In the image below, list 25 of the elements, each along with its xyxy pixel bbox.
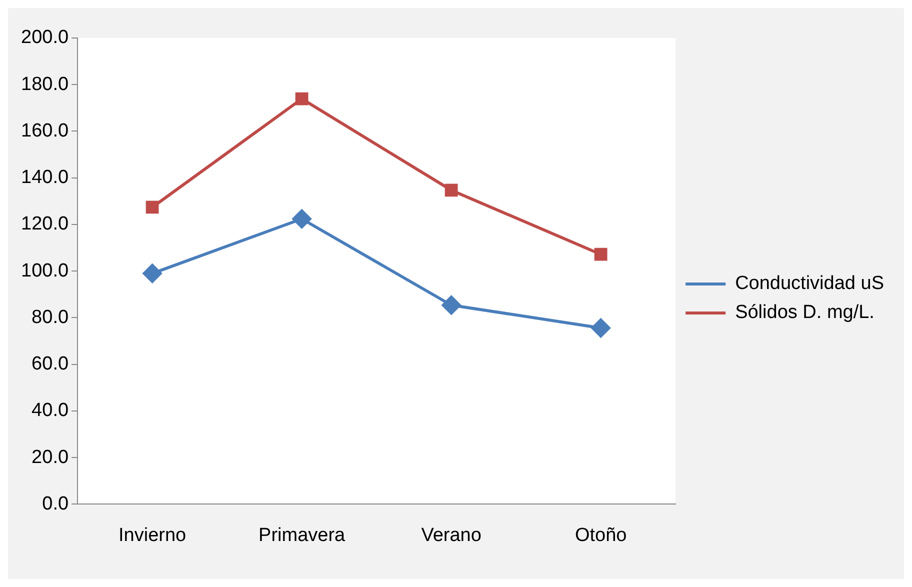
- y-tick-label: 140.0: [21, 167, 69, 188]
- point: [444, 184, 458, 197]
- legend-label: Sólidos D. mg/L.: [735, 302, 874, 324]
- x-tick-label: Primavera: [258, 524, 346, 546]
- y-tick-label: 40.0: [32, 400, 69, 422]
- legend-label: Conductividad uS: [735, 273, 884, 294]
- point: [295, 92, 308, 106]
- point: [146, 200, 159, 214]
- y-tick-label: 120.0: [21, 214, 69, 235]
- y-tick-label: 180.0: [21, 74, 69, 95]
- y-tick-label: 200.0: [21, 27, 69, 48]
- y-tick-label: 160.0: [21, 120, 69, 142]
- point: [292, 209, 312, 228]
- x-tick-label: Invierno: [118, 524, 186, 546]
- x-tick-label: Otoño: [574, 524, 627, 546]
- y-tick-label: 60.0: [32, 354, 69, 375]
- point: [591, 318, 610, 338]
- y-tick-label: 80.0: [32, 306, 69, 328]
- y-tick-label: 100.0: [21, 260, 69, 282]
- y-tick-label: 0.0: [42, 493, 69, 514]
- x-tick-label: Verano: [421, 524, 482, 546]
- y-tick-label: 20.0: [32, 446, 69, 468]
- point: [594, 248, 608, 261]
- point: [442, 296, 461, 315]
- point: [142, 264, 162, 283]
